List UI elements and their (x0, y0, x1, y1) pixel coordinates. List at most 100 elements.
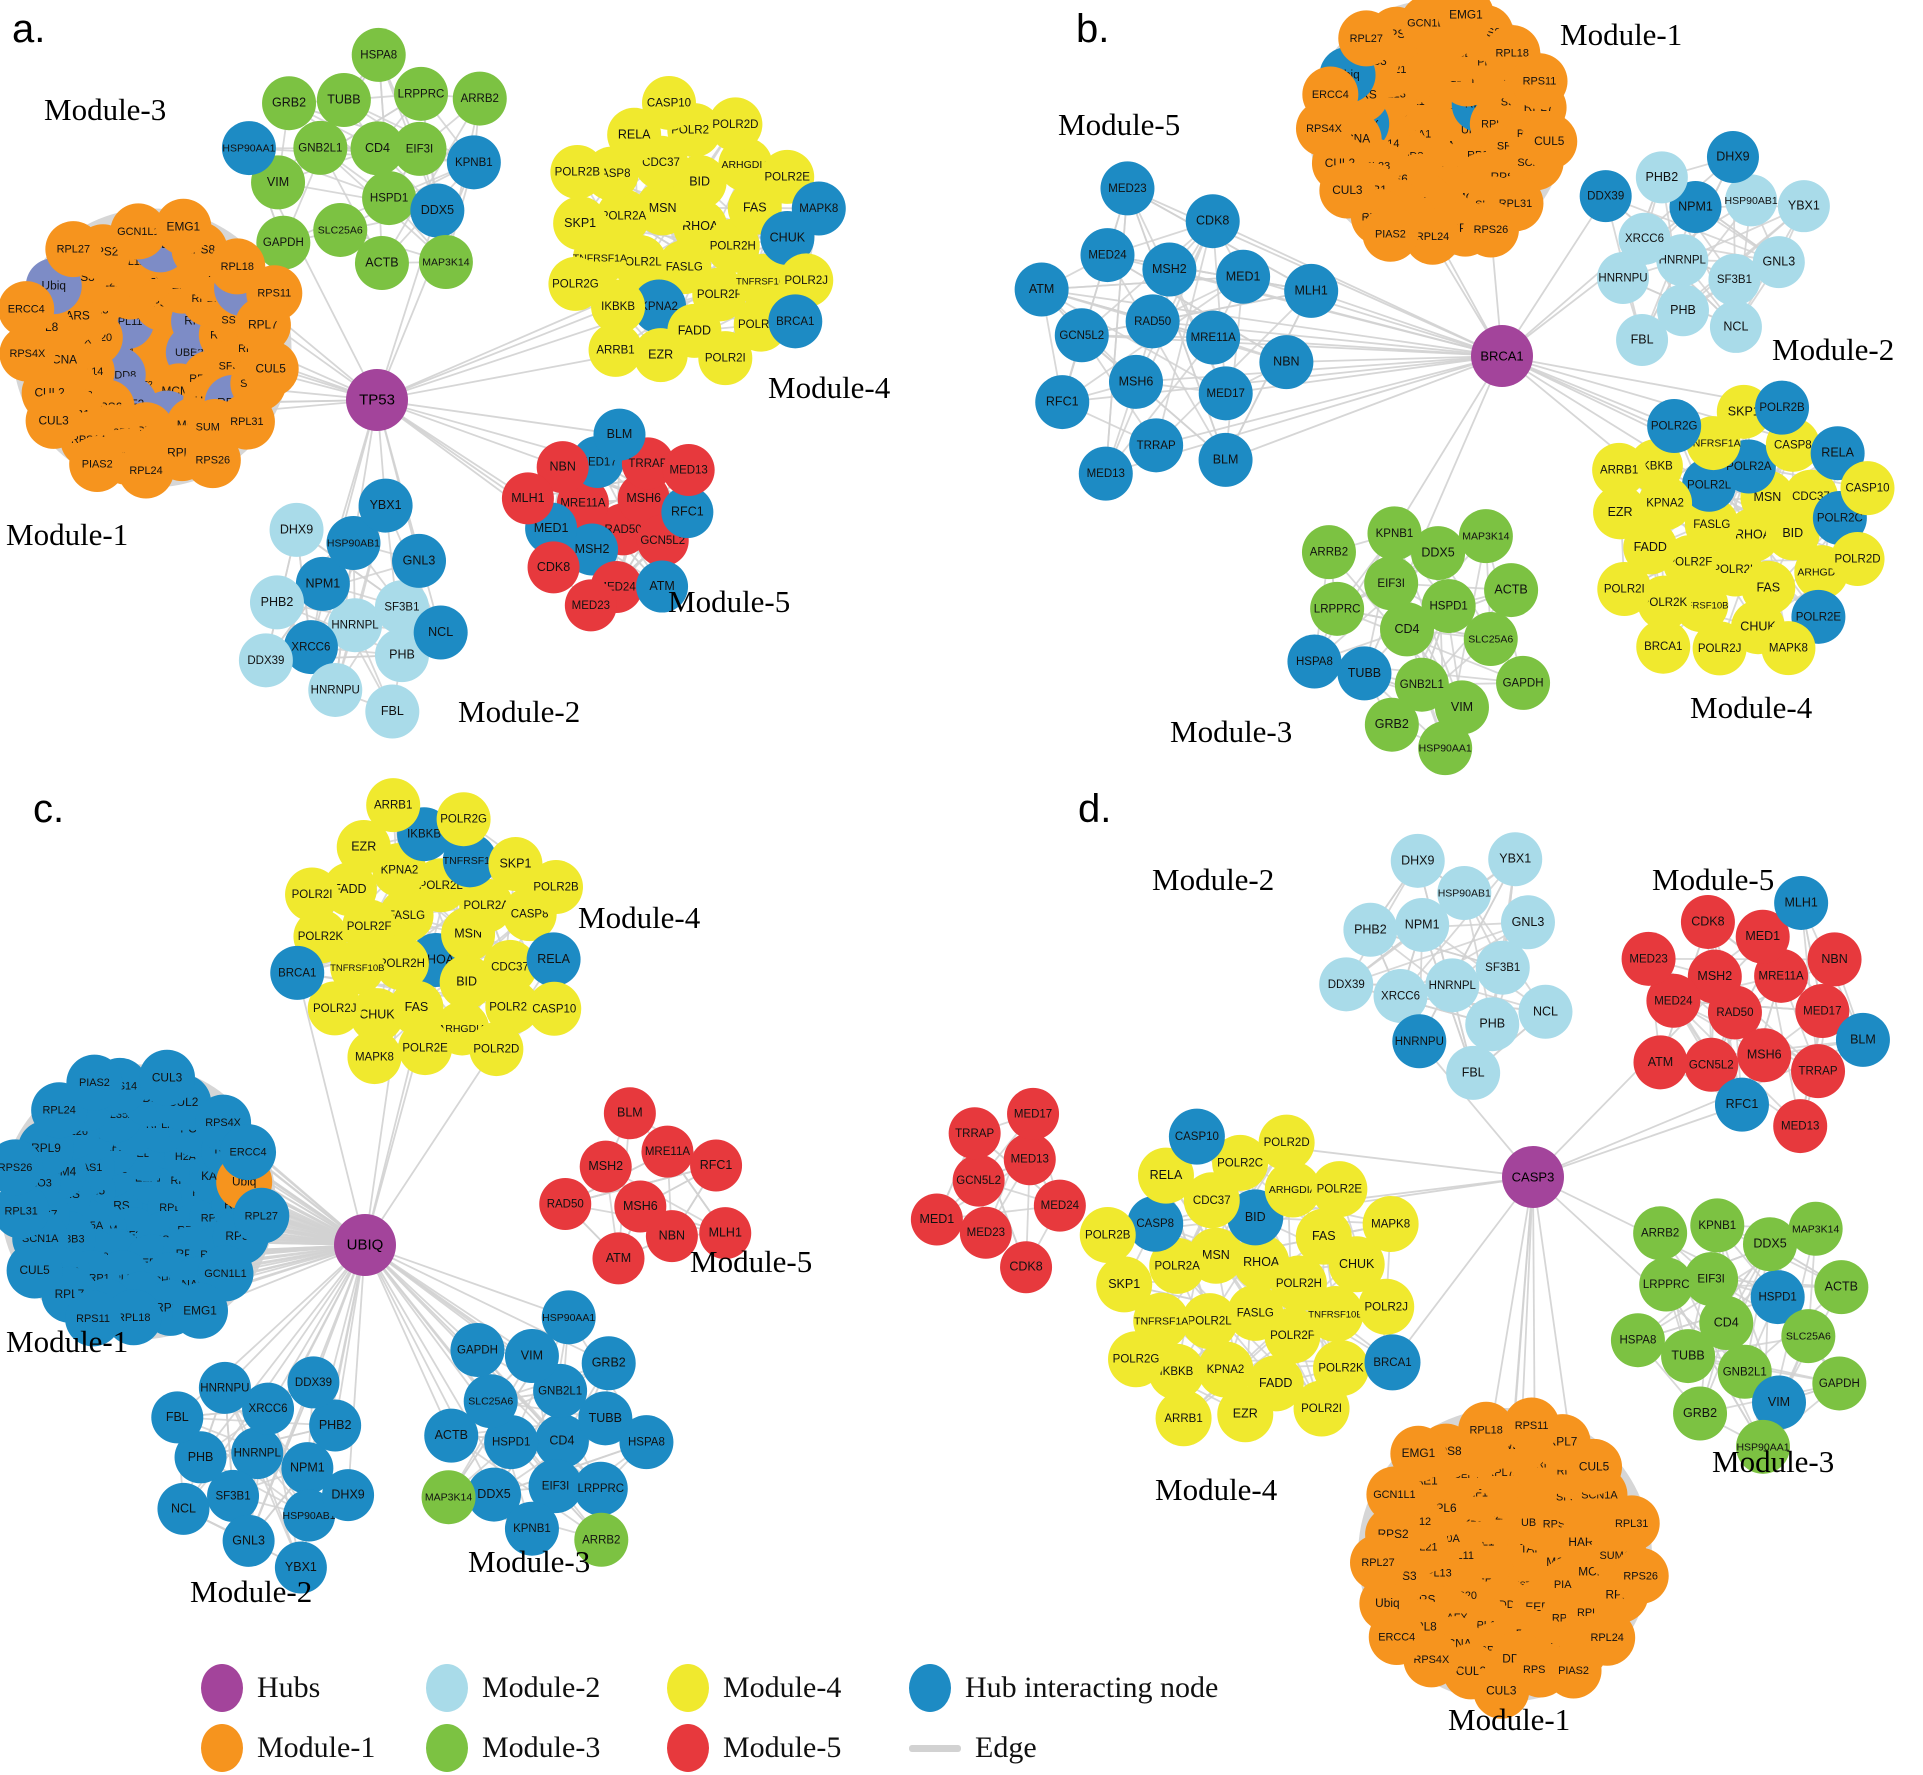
gene-node-label: POLR2H (710, 240, 756, 252)
gene-node-label: RPS26 (1623, 1570, 1658, 1582)
gene-node-KPNB1 (504, 1501, 559, 1556)
gene-node-label: MSH6 (1747, 1048, 1782, 1062)
gene-node-POLR2E (398, 1021, 453, 1076)
gene-node-SF3B1 (207, 1469, 260, 1522)
edge (1418, 858, 1517, 1042)
gene-node-label: GRB2 (272, 96, 306, 110)
gene-node-NBN (536, 441, 589, 494)
gene-node-label: GNL3 (403, 553, 436, 567)
gene-node-GRB2 (1364, 697, 1419, 752)
gene-node-label: POLR2E (402, 1043, 448, 1055)
gene-node-MED17 (1007, 1087, 1060, 1140)
gene-node-label: KPNA2 (1207, 1364, 1245, 1376)
gene-node-POLR2E (1311, 1161, 1368, 1218)
gene-node-PHB2 (1635, 151, 1688, 204)
gene-node-label: CD4 (1395, 622, 1420, 636)
gene-node-label: MED23 (1629, 953, 1667, 965)
gene-node-NBN (1259, 335, 1314, 390)
gene-node-GRB2 (581, 1336, 636, 1391)
gene-node-label: CDK8 (1196, 214, 1229, 228)
gene-node-HSP90AA1 (1736, 1419, 1791, 1474)
gene-node-label: NPM1 (290, 1461, 325, 1475)
gene-node-MED24 (1033, 1179, 1086, 1232)
gene-node-BLM (1835, 1012, 1890, 1067)
gene-node-label: GAPDH (1819, 1378, 1860, 1390)
gene-node-label: HNRNPL (331, 620, 379, 632)
gene-node-XRCC6 (1373, 968, 1428, 1023)
gene-node-SLC25A6 (1781, 1309, 1836, 1364)
gene-node-PIAS2 (66, 1054, 123, 1111)
module-label: Module-3 (44, 92, 166, 127)
gene-node-POLR2D (1258, 1114, 1315, 1171)
gene-node-label: FADD (1634, 540, 1667, 554)
gene-node-ARHGDIA (1264, 1161, 1321, 1218)
hub-edge (1041, 288, 1503, 357)
gene-node-label: IKBKB (1159, 1366, 1193, 1378)
gene-node-label: CD4 (365, 141, 390, 155)
gene-node-label: ATM (1029, 282, 1054, 296)
legend-label: Module-5 (723, 1731, 842, 1764)
gene-node-RPS26 (1462, 201, 1519, 258)
gene-node-label: DDX5 (477, 1487, 510, 1501)
nodes-layer: HNRNPL NPM1 SF3B1 XRCC6 HSP90AB1 PHB PHB2 GNL3 H… (1078, 787, 1890, 1737)
gene-node-label: SF3B1 (1717, 274, 1752, 286)
gene-node-label: BRCA1 (278, 967, 316, 979)
gene-node-PHB (1465, 997, 1520, 1052)
gene-node-label: EIF3I (1377, 578, 1404, 590)
gene-node-POLR2A (1149, 1237, 1206, 1294)
gene-node-label: FBL (381, 704, 404, 718)
gene-node-label: BLM (607, 427, 633, 441)
gene-node-RPL18 (105, 1289, 162, 1346)
gene-node-label: RPL31 (4, 1205, 37, 1217)
hub-color-swatch (201, 1664, 243, 1712)
gene-node-label: PHB (389, 648, 415, 662)
gene-node-CUL5 (1521, 113, 1578, 170)
gene-node-label: MSN (1754, 490, 1782, 504)
gene-node-label: MRE11A (645, 1146, 690, 1158)
gene-node-label: BLM (1213, 452, 1239, 466)
gene-node-label: FASLG (388, 910, 425, 922)
gene-node-label: GCN5L2 (640, 535, 685, 547)
gene-node-KPNB1 (446, 135, 501, 190)
gene-node-RFC1 (690, 1139, 743, 1192)
gene-node-label: MED17 (1803, 1006, 1841, 1018)
gene-node-label: KPNA2 (381, 864, 419, 876)
gene-node-label: MAP3K14 (425, 1492, 472, 1504)
gene-node-CDK8 (1000, 1241, 1053, 1294)
hub-edge (1225, 355, 1503, 461)
gene-node-HSPA8 (1610, 1313, 1665, 1368)
gene-node-label: VIM (1451, 700, 1473, 714)
gene-node-label: TNFRSF1A (1134, 1315, 1188, 1327)
gene-node-MAPK8 (791, 181, 846, 236)
gene-node-BRCA1 (1636, 619, 1691, 674)
gene-node-label: FAS (743, 200, 767, 214)
gene-node-RPL27 (1350, 1534, 1407, 1591)
gene-node-GNB2L1 (1394, 657, 1449, 712)
gene-node-label: POLR2C (489, 1001, 535, 1013)
gene-node-label: GNL3 (232, 1533, 265, 1547)
gene-node-label: POLR2K (298, 931, 344, 943)
gene-node-label: MAPK8 (1769, 643, 1808, 655)
edge (450, 1434, 602, 1541)
gene-node-label: HSPD1 (492, 1437, 530, 1449)
gene-node-RPL31 (0, 1182, 50, 1239)
gene-node-label: RPL18 (1469, 1424, 1502, 1436)
gene-node-EMG1 (1390, 1425, 1447, 1482)
gene-node-label: MAP3K14 (1792, 1223, 1839, 1235)
gene-node-label: POLR2K (1318, 1363, 1364, 1375)
gene-node-PHB2 (1343, 902, 1398, 957)
gene-node-label: CUL3 (38, 413, 69, 427)
gene-node-label: FBL (1462, 1065, 1485, 1079)
gene-node-EIF3I (528, 1459, 583, 1514)
gene-node-label: POLR2L (1687, 479, 1732, 491)
hub-edge (1286, 355, 1503, 364)
gene-node-label: XRCC6 (1381, 990, 1420, 1002)
gene-node-DDX39 (1319, 957, 1374, 1012)
gene-node-DDX5 (410, 183, 465, 238)
gene-node-SF3B1 (374, 580, 429, 635)
gene-node-NPM1 (281, 1442, 334, 1495)
gene-node-label: MSH2 (1697, 969, 1732, 983)
gene-node-HSPD1 (484, 1415, 539, 1470)
gene-node-label: RPS11 (1523, 76, 1557, 88)
